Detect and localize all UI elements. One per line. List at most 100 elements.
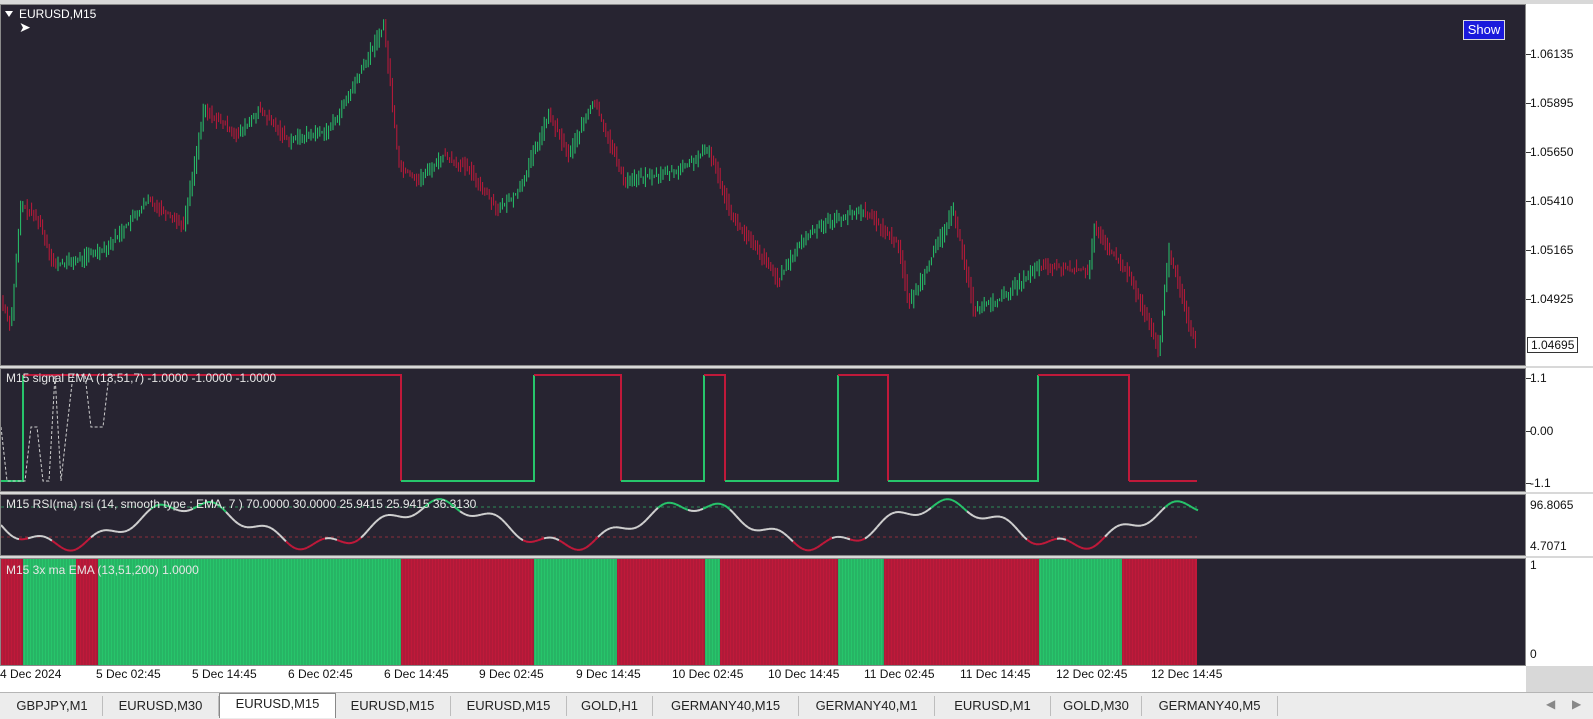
rsi-line xyxy=(145,511,148,514)
rsi-line xyxy=(814,548,817,550)
rsi-line xyxy=(967,511,970,513)
rsi-line xyxy=(823,541,826,543)
rsi-line xyxy=(826,540,829,542)
signal-dashed-line xyxy=(1,375,115,481)
chart-tab[interactable]: GERMANY40,M5 xyxy=(1142,696,1278,716)
rsi-line xyxy=(79,545,82,547)
rsi-line xyxy=(934,503,937,505)
rsi-line xyxy=(286,541,289,544)
rsi-line xyxy=(565,544,568,546)
rsi-line xyxy=(793,541,796,544)
rsi-line xyxy=(790,539,793,542)
rsi-line xyxy=(133,524,136,527)
signal-line xyxy=(1038,375,1129,481)
time-axis: 4 Dec 2024 5 Dec 02:45 5 Dec 14:45 6 Dec… xyxy=(0,666,1526,692)
scroll-right-icon[interactable]: ▶ xyxy=(1572,697,1581,711)
time-label: 12 Dec 02:45 xyxy=(1056,667,1127,681)
price-label: 1.05410 xyxy=(1530,194,1573,208)
rsi-line xyxy=(532,541,535,542)
rsi-line xyxy=(268,527,271,528)
rsi-line xyxy=(688,510,691,511)
rsi-line xyxy=(556,539,559,540)
current-price-label: 1.04695 xyxy=(1527,337,1578,353)
axis-label: 0.00 xyxy=(1530,424,1553,438)
rsi-line xyxy=(337,540,340,541)
axis-label: -1.1 xyxy=(1530,476,1551,490)
rsi-line xyxy=(295,548,298,549)
rsi-line xyxy=(1156,513,1159,516)
signal-line xyxy=(401,375,534,481)
collapse-triangle-icon[interactable] xyxy=(5,11,13,17)
rsi-line xyxy=(352,542,355,543)
mouse-cursor-icon: ➤ xyxy=(19,19,31,36)
rsi-line xyxy=(586,545,589,547)
chart-tab[interactable]: EURUSD,M15 xyxy=(451,696,567,716)
rsi-line xyxy=(673,503,676,504)
chart-tab-active[interactable]: EURUSD,M15 xyxy=(219,693,336,718)
rsi-line xyxy=(862,539,865,540)
rsi-line xyxy=(280,535,283,538)
signal-ema-pane[interactable]: M15 signal EMA (13,51,7) -1.0000 -1.0000… xyxy=(0,368,1526,492)
rsi-line xyxy=(829,538,832,539)
rsi-line xyxy=(466,515,469,516)
rsi-line xyxy=(397,516,400,517)
rsi-line xyxy=(880,520,883,523)
rsi-line xyxy=(34,536,37,537)
rsi-line xyxy=(841,537,844,538)
rsi-line xyxy=(679,506,682,508)
chart-tab[interactable]: GOLD,M30 xyxy=(1051,696,1142,716)
ma3x-histogram xyxy=(1,559,1525,665)
rsi-line xyxy=(301,549,304,550)
chart-tab[interactable]: GERMANY40,M1 xyxy=(799,696,935,716)
price-label: 1.06135 xyxy=(1530,47,1573,61)
rsi-line xyxy=(634,527,637,528)
rsi-line xyxy=(370,525,373,528)
rsi-line xyxy=(373,522,376,525)
ma3x-pane[interactable]: M15 3x ma EMA (13,51,200) 1.0000 xyxy=(0,558,1526,666)
rsi-line xyxy=(649,514,652,517)
rsi-line xyxy=(1144,524,1147,525)
rsi-line xyxy=(817,546,820,548)
rsi-line xyxy=(943,499,946,500)
rsi-line xyxy=(883,517,886,520)
chart-tab[interactable]: GERMANY40,M15 xyxy=(653,696,799,716)
rsi-line xyxy=(1003,517,1006,518)
rsi-line xyxy=(376,519,379,522)
rsi-line xyxy=(739,519,742,522)
rsi-line xyxy=(265,526,268,527)
rsi-line xyxy=(1033,543,1036,544)
rsi-line xyxy=(1186,504,1189,506)
rsi-line xyxy=(100,530,103,531)
rsi-line xyxy=(1090,547,1093,548)
chart-tab[interactable]: GBPJPY,M1 xyxy=(2,696,103,716)
rsi-line xyxy=(940,500,943,501)
rsi-line xyxy=(661,504,664,506)
rsi-line xyxy=(682,507,685,508)
rsi-line xyxy=(796,544,799,546)
chart-tab[interactable]: EURUSD,M15 xyxy=(335,696,451,716)
axis-label: 96.8065 xyxy=(1530,498,1573,512)
rsi-line xyxy=(1000,517,1003,518)
rsi-line xyxy=(787,536,790,539)
rsi-line xyxy=(1015,527,1018,530)
rsi-line xyxy=(643,520,646,523)
show-button[interactable]: Show xyxy=(1463,20,1505,40)
rsi-pane[interactable]: M15 RSI(ma) rsi (14, smooth type : EMA, … xyxy=(0,494,1526,556)
chart-tab[interactable]: GOLD,H1 xyxy=(567,696,653,716)
rsi-line xyxy=(907,514,910,515)
rsi-line xyxy=(1108,531,1111,534)
rsi-line xyxy=(964,509,967,512)
rsi-line xyxy=(4,528,7,531)
rsi-line xyxy=(763,529,766,530)
price-chart-pane[interactable]: EURUSD,M15 ➤ Show xyxy=(0,4,1526,366)
chart-tab[interactable]: EURUSD,M30 xyxy=(103,696,219,716)
rsi-line xyxy=(139,518,142,521)
ma3x-axis: 1 0 xyxy=(1526,558,1593,666)
rsi-line xyxy=(142,514,145,517)
rsi-line xyxy=(64,549,67,550)
rsi-line xyxy=(1024,537,1027,540)
chart-tab[interactable]: EURUSD,M1 xyxy=(935,696,1051,716)
scroll-left-icon[interactable]: ◀ xyxy=(1546,697,1555,711)
rsi-line xyxy=(811,549,814,550)
rsi-line xyxy=(31,537,34,538)
